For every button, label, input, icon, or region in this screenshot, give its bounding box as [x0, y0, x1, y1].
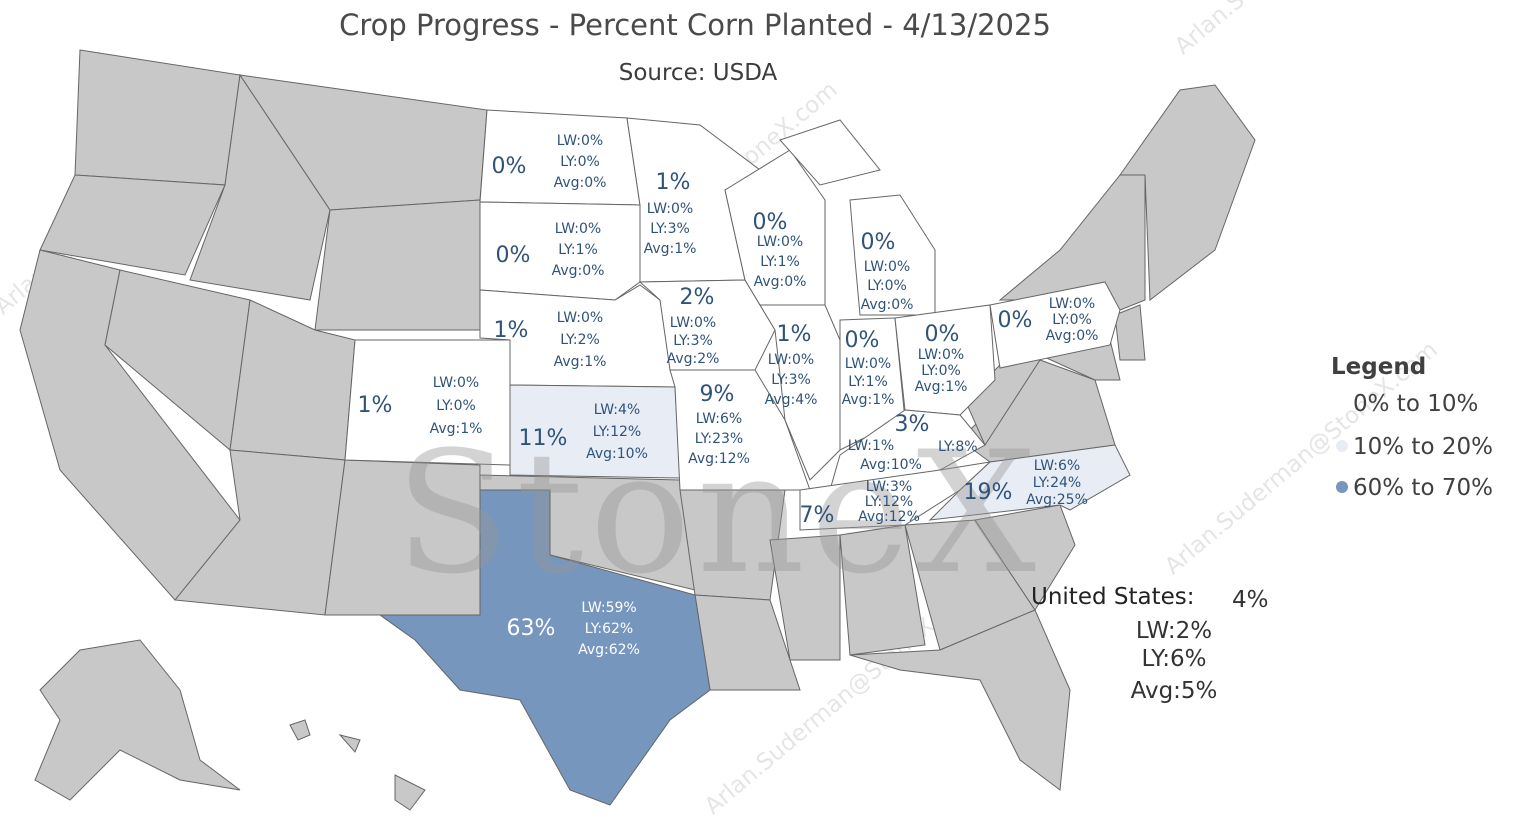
national-value: 4% — [1232, 587, 1269, 613]
state-wy — [314, 199, 481, 331]
state-hi — [289, 719, 426, 811]
state-il — [759, 304, 841, 481]
national-avg: Avg:5% — [1130, 678, 1218, 704]
map-subtitle: Source: USDA — [618, 60, 778, 86]
map-title: Crop Progress - Percent Corn Planted - 4… — [339, 8, 1051, 42]
national-lw: LW:2% — [1135, 618, 1213, 644]
legend-item-0-10: 0% to 10% — [1336, 391, 1478, 417]
state-pa — [989, 281, 1121, 369]
state-sc — [974, 504, 1076, 611]
state-ms — [769, 534, 841, 661]
national-ly: LY:6% — [1141, 646, 1207, 672]
state-mo — [669, 369, 811, 491]
state-oh — [894, 304, 996, 416]
state-nc — [928, 444, 1131, 521]
legend-swatch — [1336, 481, 1348, 493]
state-nj — [1114, 304, 1146, 361]
state-al — [839, 524, 926, 656]
legend-item-10-20: 10% to 20% — [1336, 434, 1493, 460]
state-sd — [479, 201, 641, 301]
state-az — [174, 449, 346, 616]
legend-swatch — [1336, 440, 1348, 452]
national-label: United States: — [1031, 584, 1195, 610]
state-ak — [34, 639, 241, 801]
state-or — [39, 174, 226, 276]
state-newengland — [1119, 84, 1256, 301]
legend-item-60-70: 60% to 70% — [1336, 475, 1493, 501]
legend-swatch — [1336, 397, 1348, 409]
state-tx — [378, 489, 711, 806]
legend-title: Legend — [1331, 354, 1427, 380]
state-fl — [849, 609, 1071, 791]
stonex-watermark: StoneX — [395, 415, 1042, 611]
state-nd — [479, 109, 641, 206]
